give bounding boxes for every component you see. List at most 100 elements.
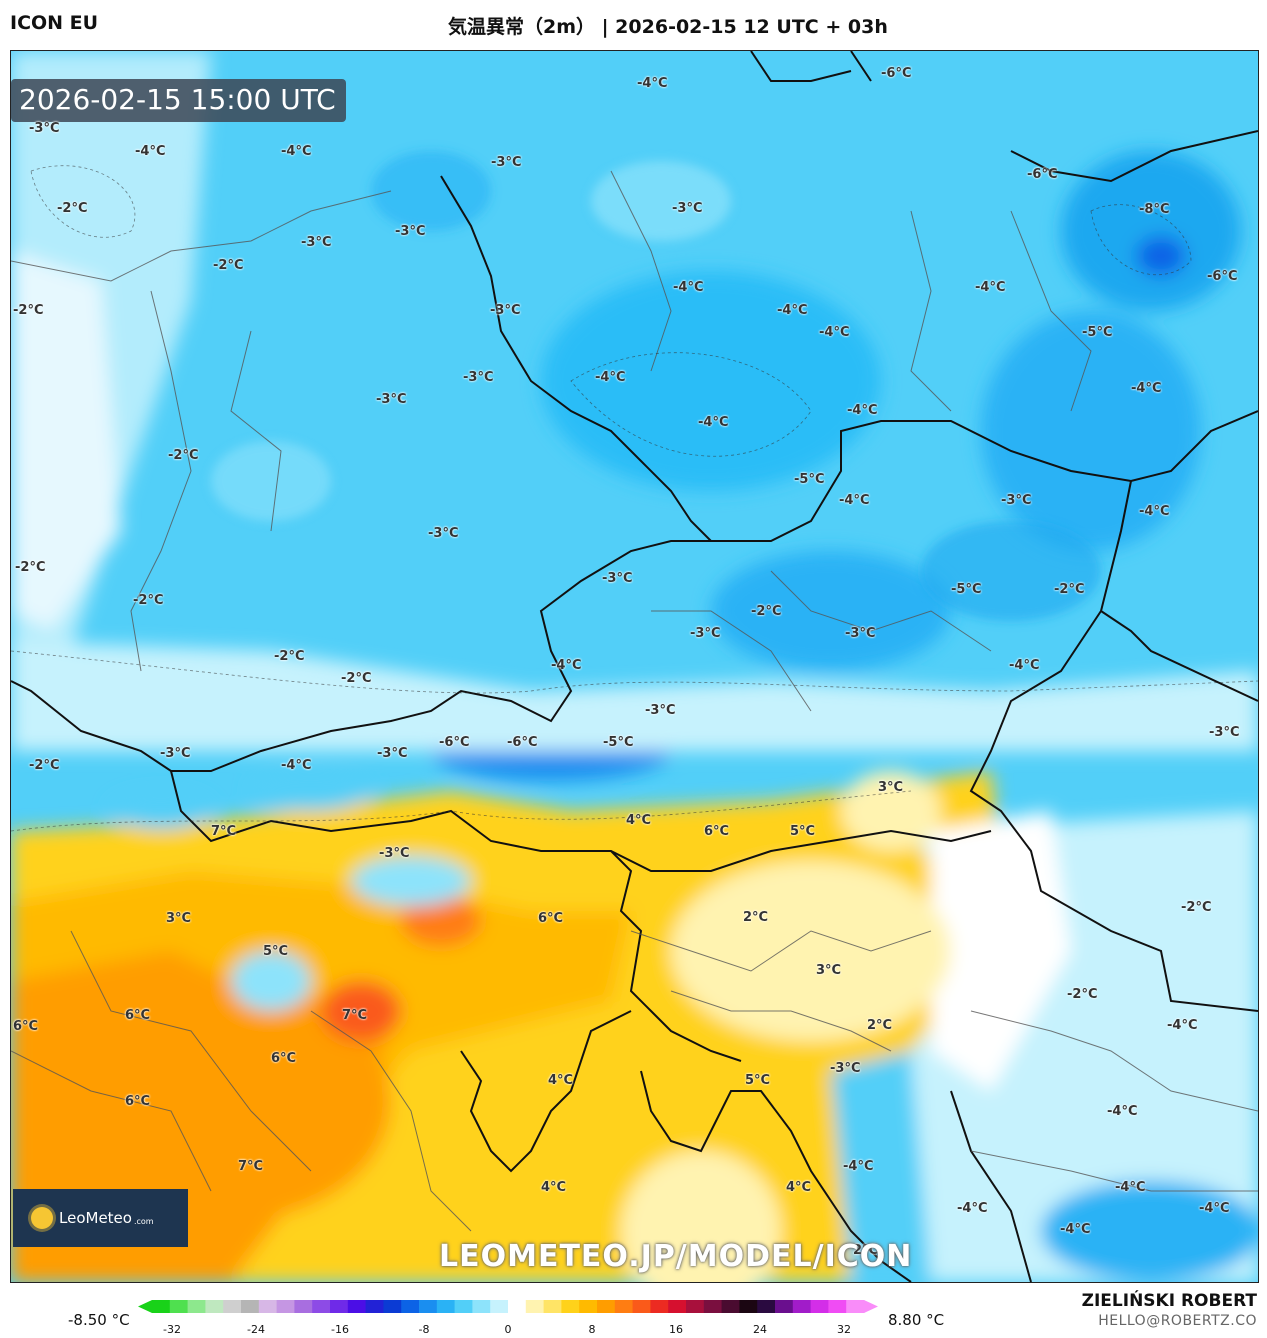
anomaly-contours — [11, 165, 1258, 832]
contour-label: -4°C — [135, 144, 166, 159]
contour-label: 7°C — [211, 824, 237, 839]
colorbar-swatch — [490, 1300, 509, 1313]
contour-label: -2°C — [341, 671, 372, 686]
contour-label: -4°C — [1139, 504, 1170, 519]
contour-label: 6°C — [271, 1051, 297, 1066]
colorbar-swatch — [205, 1300, 224, 1313]
colorbar-swatch — [597, 1300, 616, 1313]
contour-label: -3°C — [463, 370, 494, 385]
contour-label: -2°C — [751, 604, 782, 619]
colorbar-swatch — [241, 1300, 260, 1313]
contour-label: -3°C — [645, 703, 676, 718]
colorbar-tick-label: 16 — [669, 1323, 683, 1336]
contour-label: -4°C — [1131, 381, 1162, 396]
contour-label: 5°C — [745, 1073, 771, 1088]
logo-domain: .com — [133, 1216, 154, 1226]
leometeo-logo[interactable]: LeoMeteo .com — [13, 1189, 188, 1247]
contour-label: -3°C — [490, 303, 521, 318]
author-email[interactable]: HELLO@ROBERTZ.CO — [1098, 1313, 1257, 1329]
contour-label: 6°C — [125, 1008, 151, 1023]
colorbar-max-label: 8.80 °C — [888, 1311, 945, 1329]
colorbar-swatch — [668, 1300, 687, 1313]
colorbar — [138, 1300, 878, 1313]
colorbar-tick-label: 32 — [837, 1323, 851, 1336]
contour-label: 6°C — [704, 824, 730, 839]
contour-label: 3°C — [166, 911, 192, 926]
colorbar-swatch — [312, 1300, 331, 1313]
contour-label: -3°C — [830, 1061, 861, 1076]
colorbar-swatch — [169, 1300, 189, 1313]
colorbar-swatch — [365, 1300, 384, 1313]
colorbar-swatch — [223, 1300, 242, 1313]
contour-label: -4°C — [777, 303, 808, 318]
contour-label: -2°C — [1054, 582, 1085, 597]
contour-label: -4°C — [1167, 1018, 1198, 1033]
contour-label: -4°C — [957, 1201, 988, 1216]
contour-label: 6°C — [13, 1019, 39, 1034]
contour-label: -3°C — [602, 571, 633, 586]
colorbar-min-label: -8.50 °C — [68, 1311, 130, 1329]
contour-label: -3°C — [491, 155, 522, 170]
colorbar-swatch — [828, 1300, 847, 1313]
contour-label: 4°C — [786, 1180, 812, 1195]
contour-label: -4°C — [1115, 1180, 1146, 1195]
contour-label: 4°C — [626, 813, 652, 828]
colorbar-swatch — [454, 1300, 473, 1313]
contour-label: -6°C — [507, 735, 538, 750]
contour-label: -5°C — [1082, 325, 1113, 340]
anomaly-map[interactable]: 2026-02-15 15:00 UTC -4°C -6°C -3°C -4°C -4°… — [10, 50, 1259, 1283]
contour-label: -3°C — [672, 201, 703, 216]
colorbar-swatch — [650, 1300, 669, 1313]
contour-label: -2°C — [274, 649, 305, 664]
colorbar-swatch — [757, 1300, 776, 1313]
contour-label: 4°C — [548, 1073, 574, 1088]
colorbar-swatch — [721, 1300, 740, 1313]
colorbar-swatch — [383, 1300, 402, 1313]
contour-label: -3°C — [1001, 493, 1032, 508]
contour-label: 5°C — [263, 944, 289, 959]
colorbar-swatch — [579, 1300, 598, 1313]
contour-label: -2°C — [213, 258, 244, 273]
chart-title: 気温異常（2m） | 2026-02-15 12 UTC + 03h — [448, 16, 888, 38]
contour-label: -4°C — [1009, 658, 1040, 673]
contour-label: -3°C — [428, 526, 459, 541]
contour-label: 2°C — [743, 910, 769, 925]
logo-text: LeoMeteo — [59, 1209, 132, 1227]
contour-label: -3°C — [690, 626, 721, 641]
contour-label: -2°C — [1067, 987, 1098, 1002]
colorbar-tick-label: -24 — [247, 1323, 265, 1336]
contour-label: -3°C — [160, 746, 191, 761]
contour-label: -3°C — [395, 224, 426, 239]
colorbar-swatch — [258, 1300, 278, 1313]
colorbar-swatch — [330, 1300, 349, 1313]
contour-label: -4°C — [1060, 1222, 1091, 1237]
contour-label: -4°C — [281, 144, 312, 159]
colorbar-swatch — [276, 1300, 295, 1313]
contour-label: 4°C — [541, 1180, 567, 1195]
colorbar-tick-label: -8 — [418, 1323, 430, 1336]
contour-label: -4°C — [595, 370, 626, 385]
contour-label: -5°C — [794, 472, 825, 487]
valid-time-badge: 2026-02-15 15:00 UTC — [11, 79, 346, 122]
colorbar-swatch — [561, 1300, 580, 1313]
colorbar-swatch — [739, 1300, 758, 1313]
contour-label: 3°C — [816, 963, 842, 978]
colorbar-max-arrow — [864, 1300, 878, 1313]
colorbar-swatch — [436, 1300, 456, 1313]
contour-label: 7°C — [342, 1008, 368, 1023]
colorbar-swatch — [472, 1300, 491, 1313]
model-name: ICON EU — [10, 12, 99, 34]
colorbar-tick-label: -16 — [331, 1323, 349, 1336]
contour-label: -5°C — [951, 582, 982, 597]
contour-label: 7°C — [238, 1159, 264, 1174]
contour-label: -6°C — [439, 735, 470, 750]
contour-label: -2°C — [29, 758, 60, 773]
contour-label: -4°C — [1199, 1201, 1230, 1216]
admin-borders — [11, 170, 1258, 1232]
contour-label: -2°C — [15, 560, 46, 575]
author-name: ZIELIŃSKI ROBERT — [1081, 1291, 1257, 1311]
colorbar-swatch — [401, 1300, 420, 1313]
colorbar-swatch — [632, 1300, 651, 1313]
colorbar-swatch — [152, 1300, 171, 1313]
contour-label: -6°C — [881, 66, 912, 81]
